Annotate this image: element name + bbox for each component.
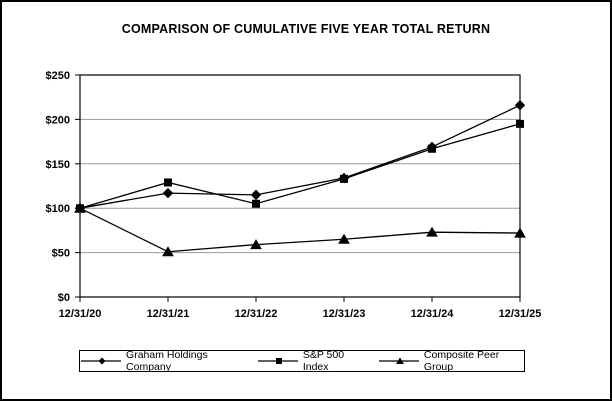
legend-label: Composite Peer Group	[423, 349, 500, 373]
legend-item: S&P 500 Index	[257, 349, 368, 373]
chart-legend: Graham Holdings Company S&P 500 Index Comp…	[79, 349, 525, 373]
data-point-diamond	[250, 189, 262, 201]
y-tick-label: $200	[46, 114, 70, 126]
y-tick-label: $0	[58, 292, 70, 304]
series-line-triangle	[79, 207, 521, 253]
data-point-triangle	[74, 202, 86, 213]
x-tick-label: 12/31/24	[411, 308, 455, 320]
square-legend-swatch-icon	[257, 358, 298, 364]
x-tick-label: 12/31/20	[59, 308, 102, 320]
legend-item: Graham Holdings Company	[80, 349, 247, 373]
y-tick-label: $100	[46, 203, 70, 215]
x-tick-label: 12/31/25	[499, 308, 542, 320]
y-tick-label: $150	[46, 159, 70, 171]
data-point-triangle	[338, 233, 350, 244]
series-line-diamond	[79, 104, 521, 209]
data-point-diamond	[162, 187, 174, 199]
y-tick-label: $250	[46, 70, 70, 82]
x-tick-label: 12/31/21	[147, 308, 190, 320]
chart-title: COMPARISON OF CUMULATIVE FIVE YEAR TOTAL…	[121, 22, 491, 36]
line-chart: $0 $50 $100 $150 $200 $250 12/31/20 12/31/21 12/…	[46, 70, 542, 320]
data-point-diamond	[514, 99, 526, 111]
diamond-legend-swatch-icon	[81, 357, 122, 365]
data-point-triangle	[514, 227, 526, 238]
x-tick-label: 12/31/22	[235, 308, 278, 320]
plot-border	[79, 74, 521, 298]
data-point-square	[340, 174, 348, 183]
y-tick-label: $50	[52, 248, 70, 260]
triangle-legend-swatch-icon	[378, 357, 419, 364]
legend-item: Composite Peer Group	[378, 349, 524, 373]
data-point-square	[516, 119, 524, 128]
legend-label: Graham Holdings Company	[126, 349, 208, 373]
data-point-triangle	[426, 226, 438, 237]
data-point-triangle	[162, 246, 174, 257]
data-point-square	[164, 178, 172, 187]
x-tick-label: 12/31/23	[323, 308, 366, 320]
series-line-square	[79, 123, 521, 209]
legend-label: S&P 500 Index	[302, 349, 345, 373]
data-point-square	[428, 144, 436, 153]
data-point-triangle	[250, 239, 262, 250]
data-point-square	[252, 199, 260, 208]
